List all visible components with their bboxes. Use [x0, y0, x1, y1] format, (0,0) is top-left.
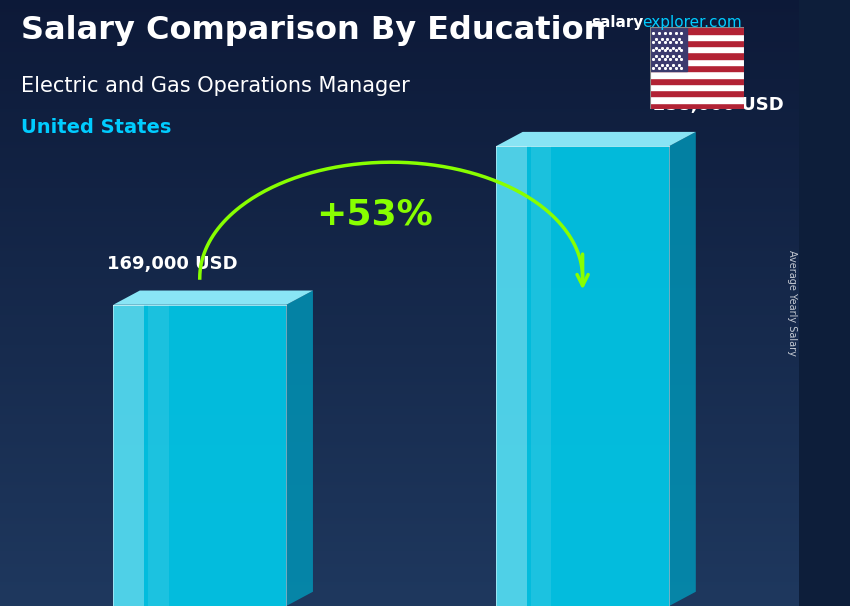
Text: 258,000 USD: 258,000 USD	[653, 96, 783, 114]
Text: explorer.com: explorer.com	[642, 15, 741, 30]
Bar	[650, 90, 744, 96]
Text: Salary Comparison By Education: Salary Comparison By Education	[21, 15, 607, 46]
Bar	[650, 59, 744, 65]
Polygon shape	[669, 132, 696, 606]
Bar	[650, 27, 687, 72]
Polygon shape	[530, 146, 552, 606]
Bar	[650, 72, 744, 78]
Bar	[650, 53, 744, 59]
Text: Average Yearly Salary: Average Yearly Salary	[787, 250, 797, 356]
Text: +53%: +53%	[316, 198, 433, 231]
Polygon shape	[113, 305, 144, 606]
Text: Electric and Gas Operations Manager: Electric and Gas Operations Manager	[21, 76, 410, 96]
Polygon shape	[148, 305, 168, 606]
Bar	[650, 65, 744, 72]
Polygon shape	[496, 146, 527, 606]
Text: United States: United States	[21, 118, 172, 137]
Polygon shape	[496, 132, 696, 146]
Bar	[650, 84, 744, 90]
Polygon shape	[286, 290, 313, 606]
Text: 169,000 USD: 169,000 USD	[106, 255, 237, 273]
Polygon shape	[113, 290, 313, 305]
Bar	[650, 103, 744, 109]
Bar	[650, 27, 744, 33]
Bar	[650, 78, 744, 84]
Text: salary: salary	[591, 15, 643, 30]
Polygon shape	[113, 305, 286, 606]
Bar	[650, 40, 744, 46]
Bar	[650, 33, 744, 40]
Bar	[650, 96, 744, 103]
Polygon shape	[496, 146, 669, 606]
Bar	[650, 46, 744, 53]
